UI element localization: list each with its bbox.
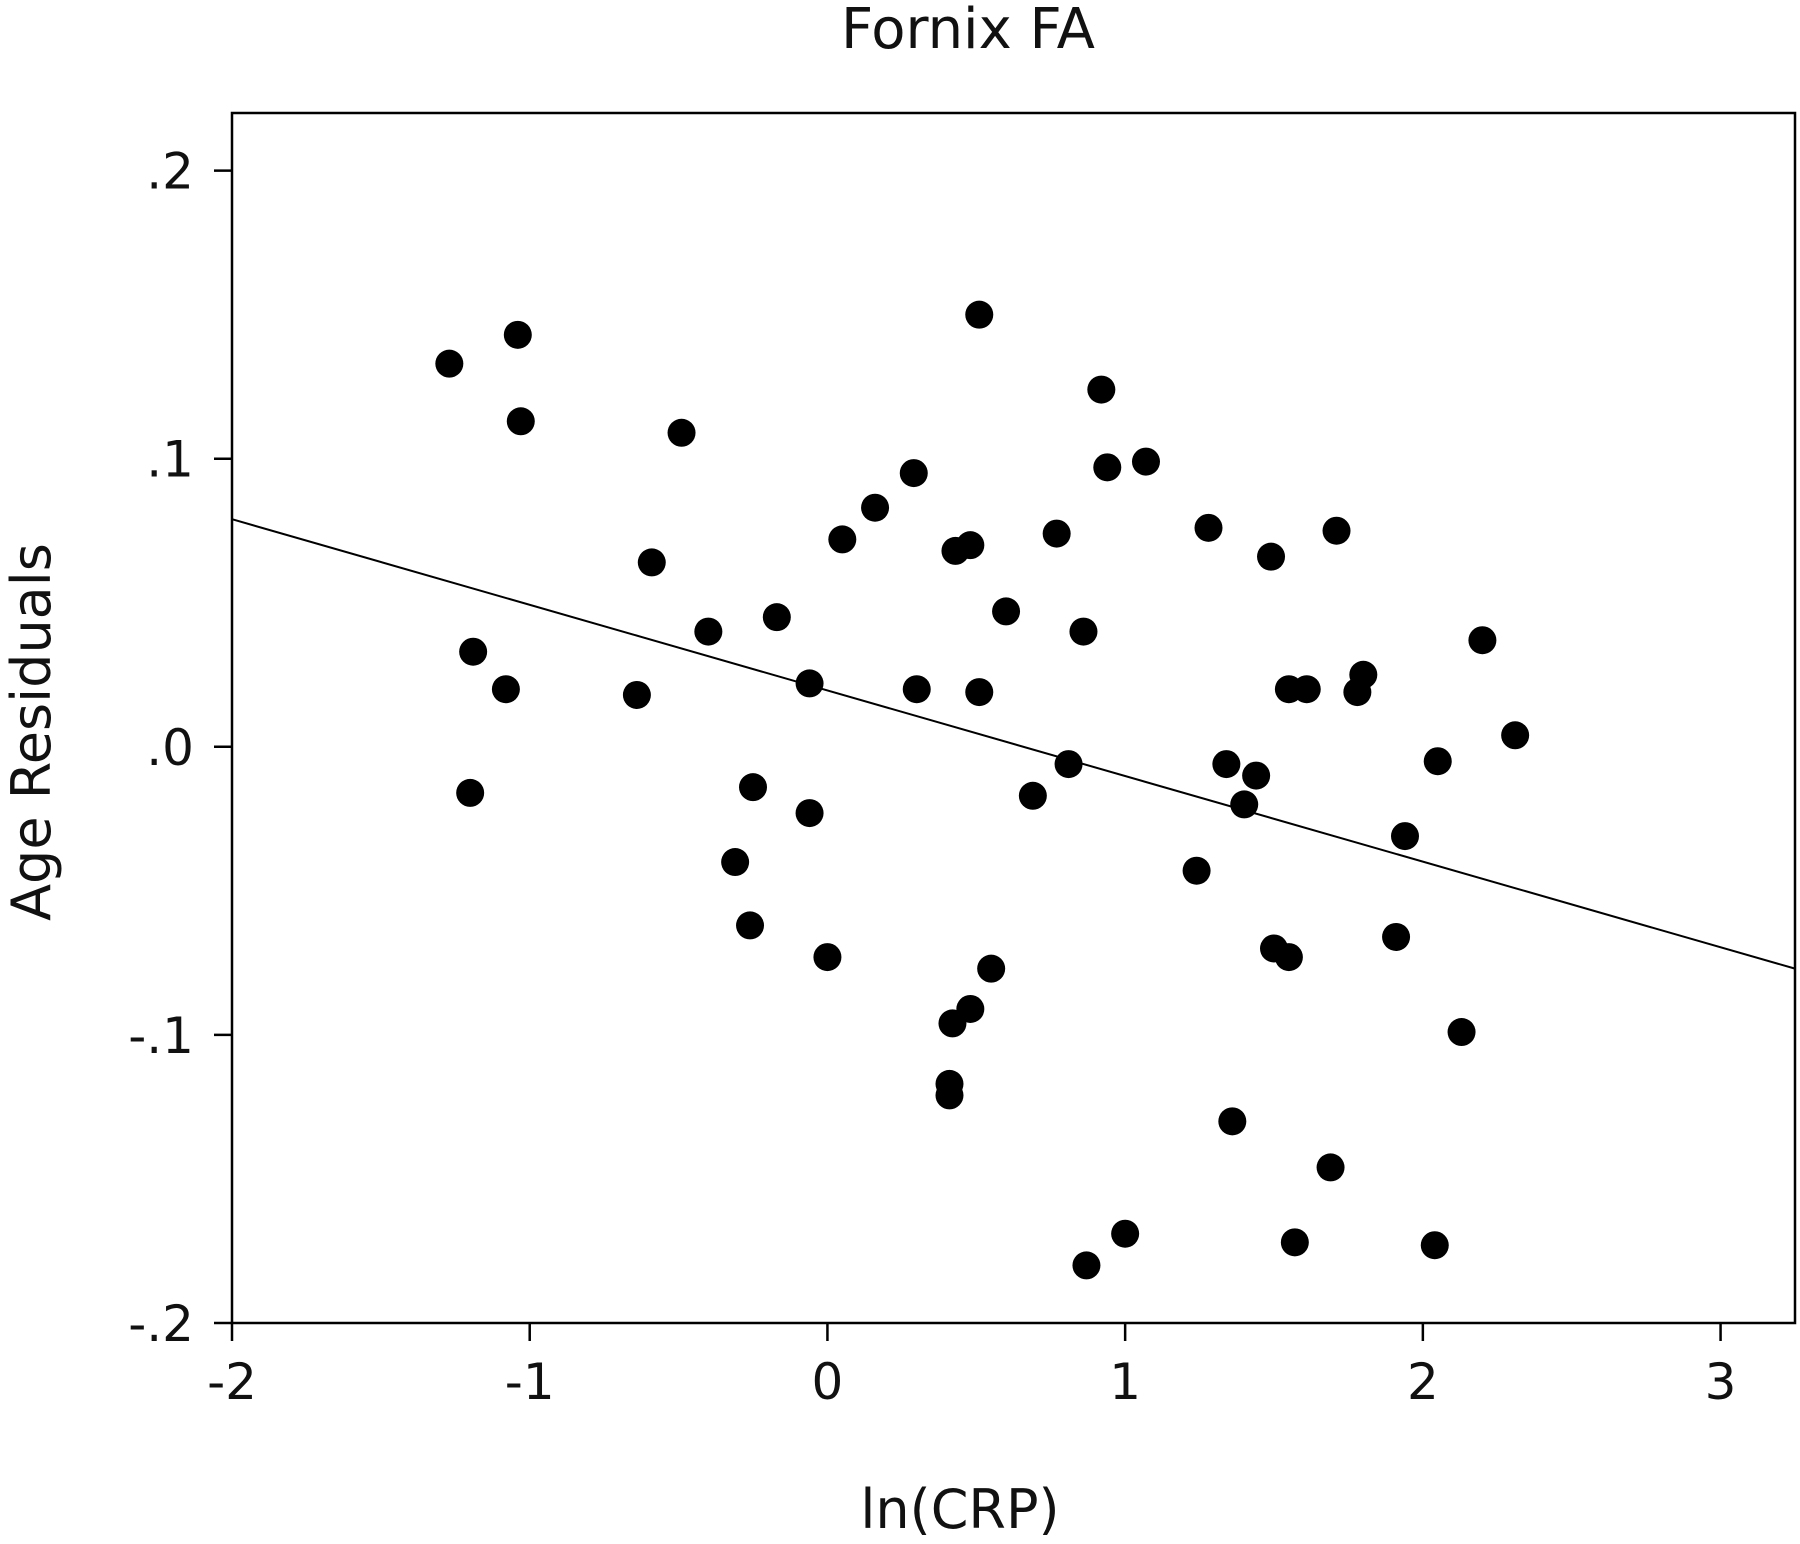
data-point xyxy=(1390,822,1419,851)
data-point xyxy=(1280,1228,1309,1257)
data-point xyxy=(935,1081,964,1110)
data-point xyxy=(1423,747,1452,776)
data-point xyxy=(491,675,520,704)
y-tick-label: -.2 xyxy=(128,1295,194,1353)
x-tick-label: -1 xyxy=(505,1353,555,1411)
data-point xyxy=(1111,1219,1140,1248)
data-point xyxy=(762,603,791,632)
data-point xyxy=(1087,375,1116,404)
data-point xyxy=(1468,626,1497,655)
data-point xyxy=(899,459,928,488)
data-point xyxy=(1447,1018,1476,1047)
y-tick-label: -.1 xyxy=(128,1007,194,1065)
data-point xyxy=(622,680,651,709)
data-point xyxy=(956,531,985,560)
data-point xyxy=(459,637,488,666)
data-point xyxy=(977,954,1006,983)
y-axis-label: Age Residuals xyxy=(0,543,63,921)
data-point xyxy=(1420,1231,1449,1260)
data-point xyxy=(938,1009,967,1038)
data-point xyxy=(1131,447,1160,476)
data-point xyxy=(1042,519,1071,548)
data-point xyxy=(739,773,767,802)
y-tick-label: .1 xyxy=(146,431,194,489)
data-point xyxy=(1274,943,1303,972)
y-axis: .2 .1 .0 -.1 -.2 xyxy=(128,143,232,1353)
fit-line xyxy=(231,518,1796,970)
data-point xyxy=(1218,1107,1247,1136)
data-point xyxy=(1093,453,1122,482)
data-point xyxy=(1230,790,1259,819)
data-point xyxy=(1382,922,1411,951)
data-point xyxy=(965,300,994,329)
data-point xyxy=(828,525,857,554)
data-point xyxy=(1343,678,1372,707)
data-point xyxy=(1242,761,1271,790)
data-point xyxy=(795,799,824,828)
data-point xyxy=(1018,781,1047,810)
points-layer xyxy=(435,300,1530,1280)
data-point xyxy=(1182,856,1211,885)
data-point xyxy=(667,418,696,447)
data-point xyxy=(813,943,842,972)
data-point xyxy=(1501,721,1530,750)
x-axis: -2 -1 0 1 2 3 xyxy=(207,1323,1736,1411)
data-point xyxy=(992,597,1021,626)
data-point xyxy=(1212,750,1241,779)
data-point xyxy=(721,848,750,877)
x-axis-label: ln(CRP) xyxy=(860,1478,1059,1541)
y-tick-label: .0 xyxy=(146,719,194,777)
data-point xyxy=(736,911,765,940)
data-point xyxy=(435,349,464,378)
data-point xyxy=(902,675,931,704)
data-point xyxy=(1292,675,1321,704)
x-tick-label: 2 xyxy=(1407,1353,1439,1411)
data-point xyxy=(795,669,824,698)
data-point xyxy=(1069,617,1098,646)
data-point xyxy=(694,617,723,646)
x-tick-label: -2 xyxy=(207,1353,257,1411)
data-point xyxy=(1322,516,1351,545)
x-tick-label: 1 xyxy=(1109,1353,1141,1411)
data-point xyxy=(503,320,532,349)
data-point xyxy=(861,493,890,522)
data-point xyxy=(1072,1251,1101,1280)
data-point xyxy=(965,678,994,707)
data-point xyxy=(1194,513,1223,542)
x-tick-label: 3 xyxy=(1705,1353,1737,1411)
plot-frame xyxy=(230,111,1797,1325)
data-point xyxy=(637,548,666,577)
chart-title: Fornix FA xyxy=(841,0,1095,62)
data-point xyxy=(456,778,485,807)
x-tick-label: 0 xyxy=(812,1353,844,1411)
data-point xyxy=(506,407,535,436)
plot-area xyxy=(230,111,1797,1325)
data-point xyxy=(1316,1153,1345,1182)
y-tick-label: .2 xyxy=(146,143,194,201)
data-point xyxy=(1054,750,1083,779)
data-point xyxy=(1257,542,1286,571)
